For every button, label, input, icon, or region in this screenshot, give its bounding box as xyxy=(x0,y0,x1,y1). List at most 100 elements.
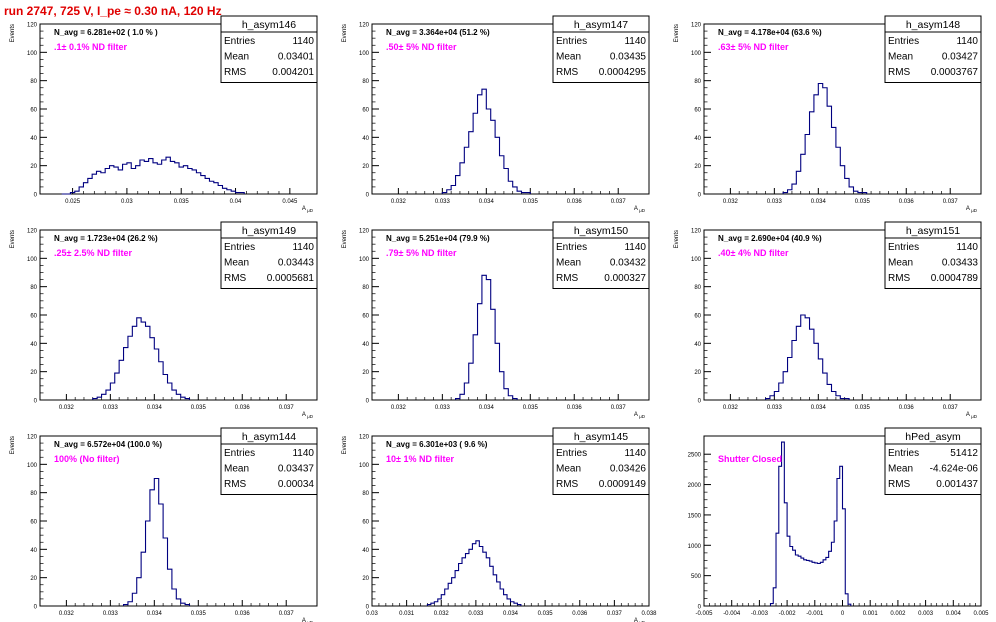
x-tick-label: 0.032 xyxy=(59,405,75,411)
histogram-bin xyxy=(445,589,448,606)
histogram-title: h_asym144 xyxy=(242,431,296,443)
y-tick-label: 60 xyxy=(30,108,37,114)
histogram-bin xyxy=(181,397,185,400)
histogram-bin xyxy=(774,392,778,401)
stats-key: Mean xyxy=(888,258,913,269)
y-tick-label: 2000 xyxy=(688,483,702,489)
x-tick-label: 0.035 xyxy=(538,611,554,617)
y-tick-label: 60 xyxy=(362,520,369,526)
filter-annotation: .50± 5% ND filter xyxy=(386,42,457,52)
histogram-bin xyxy=(447,190,451,194)
histogram-bin xyxy=(163,538,167,606)
histogram-bin xyxy=(442,193,446,194)
y-tick-label: 100 xyxy=(27,257,38,263)
stats-value: 51412 xyxy=(950,448,978,459)
stats-body-box xyxy=(552,443,650,495)
y-tick-label: 0 xyxy=(34,399,38,405)
stats-box: h_asym150 Entries 1140 Mean 0.03432 RMS 0.0003… xyxy=(552,221,650,289)
histogram-bin xyxy=(784,503,787,606)
histogram-bin xyxy=(448,583,451,606)
histogram-bin xyxy=(163,375,167,401)
x-tick-label: 0.033 xyxy=(435,405,451,411)
stats-key: Entries xyxy=(224,242,255,253)
run-title: run 2747, 725 V, I_pe ≈ 0.30 nA, 120 Hz xyxy=(4,4,222,18)
histogram-bin xyxy=(845,594,848,606)
histogram-title: h_asym147 xyxy=(574,19,628,31)
x-axis-title: A μD xyxy=(634,412,646,419)
histogram-pad-h_asym147: 0 20 40 60 80 100 120 0.032 0.033 0.034 0.035 0.036… xyxy=(342,15,650,213)
y-axis-title: Events xyxy=(674,24,680,42)
histogram-bin xyxy=(154,349,158,400)
y-tick-label: 100 xyxy=(359,463,370,469)
stats-value: 1140 xyxy=(956,36,978,47)
y-tick-label: 2500 xyxy=(688,453,702,459)
stats-key: RMS xyxy=(224,273,247,284)
x-tick-label: 0.032 xyxy=(434,611,450,617)
histogram-bin xyxy=(495,343,499,400)
histogram-bin xyxy=(102,394,106,400)
histogram-bin xyxy=(504,389,508,400)
x-axis-title-sub: μD xyxy=(307,208,314,213)
stats-key: RMS xyxy=(556,273,579,284)
x-tick-label: -0.005 xyxy=(695,611,713,617)
histogram-bin xyxy=(172,589,176,606)
histogram-bin xyxy=(491,120,495,194)
histogram-bin xyxy=(469,363,473,400)
y-tick-label: 40 xyxy=(362,548,369,554)
histogram-bin xyxy=(849,187,853,194)
x-tick-label: 0.035 xyxy=(174,199,190,205)
stats-value: 0.03443 xyxy=(278,258,315,269)
histogram-bin xyxy=(514,603,517,606)
histogram-bin xyxy=(812,562,815,606)
y-tick-label: 40 xyxy=(362,342,369,348)
histogram-bin xyxy=(787,536,790,606)
stats-value: 1140 xyxy=(624,448,646,459)
histogram-bin xyxy=(456,399,460,400)
histogram-bin xyxy=(181,603,185,606)
histogram-bin xyxy=(770,604,773,606)
stats-key: Mean xyxy=(224,258,249,269)
x-tick-label: 0.032 xyxy=(391,199,407,205)
histogram-line xyxy=(92,317,191,400)
histogram-bin xyxy=(809,561,812,606)
histogram-bin xyxy=(801,315,805,400)
x-tick-label: 0.033 xyxy=(103,611,119,617)
y-tick-label: 80 xyxy=(694,79,701,85)
histogram-bin xyxy=(227,190,231,194)
x-tick-label: 0.032 xyxy=(723,199,739,205)
histogram-bin xyxy=(814,95,818,194)
histogram-pad-h_asym151: 0 20 40 60 80 100 120 0.032 0.033 0.034 0.035 0.036… xyxy=(674,221,982,419)
histogram-bin xyxy=(456,176,460,194)
histogram-bin xyxy=(801,154,805,194)
y-tick-label: 40 xyxy=(30,136,37,142)
histogram-bin xyxy=(231,191,235,194)
x-tick-label: 0.002 xyxy=(890,611,906,617)
y-tick-label: 120 xyxy=(359,23,370,29)
histogram-bin xyxy=(140,160,144,194)
histogram-bin xyxy=(469,132,473,194)
histogram-bin xyxy=(153,163,157,194)
y-tick-label: 40 xyxy=(30,548,37,554)
stats-value: 0.03427 xyxy=(942,52,979,63)
histogram-bin xyxy=(504,169,508,195)
y-tick-label: 20 xyxy=(30,370,37,376)
stats-value: 1140 xyxy=(292,36,314,47)
histogram-bin xyxy=(862,193,866,194)
y-tick-label: 20 xyxy=(362,370,369,376)
histogram-bin xyxy=(144,161,148,194)
histogram-bin xyxy=(820,562,823,606)
histogram-bin xyxy=(848,604,851,606)
x-tick-label: 0.035 xyxy=(855,199,871,205)
histogram-bin xyxy=(473,335,477,400)
x-tick-label: -0.001 xyxy=(806,611,824,617)
histogram-bin xyxy=(832,392,836,401)
histogram-line xyxy=(769,441,852,606)
y-tick-label: 100 xyxy=(691,51,702,57)
x-tick-label: 0.034 xyxy=(147,405,163,411)
histogram-bin xyxy=(218,186,222,195)
y-tick-label: 60 xyxy=(694,314,701,320)
stats-value: 1140 xyxy=(956,242,978,253)
histogram-bin xyxy=(452,578,455,606)
histogram-bin xyxy=(175,163,179,194)
y-axis-title: Events xyxy=(342,24,348,42)
